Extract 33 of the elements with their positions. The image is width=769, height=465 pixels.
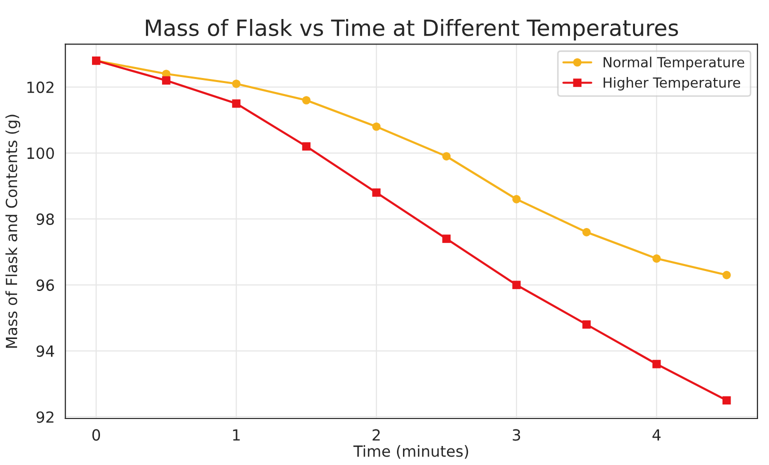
y-tick-label: 94 xyxy=(36,345,54,357)
y-tick-label: 102 xyxy=(27,82,54,94)
point xyxy=(232,80,240,88)
point xyxy=(582,320,591,329)
x-tick-label: 1 xyxy=(233,429,240,441)
point xyxy=(722,270,731,280)
point xyxy=(722,396,731,405)
x-axis-title: Time (minutes) xyxy=(353,445,468,459)
point xyxy=(652,360,661,368)
point xyxy=(512,195,521,204)
y-tick-label: 92 xyxy=(36,411,54,423)
x-tick-label: 2 xyxy=(372,429,380,441)
y-tick-label: 96 xyxy=(36,279,54,291)
x-tick-label: 4 xyxy=(652,429,661,441)
point xyxy=(652,254,661,263)
point xyxy=(162,76,170,85)
point xyxy=(372,188,381,197)
point xyxy=(442,234,451,243)
y-tick-label: 100 xyxy=(27,147,54,160)
point xyxy=(512,280,521,290)
point xyxy=(372,122,381,131)
point xyxy=(302,96,311,104)
x-tick-label: 3 xyxy=(512,429,520,441)
legend-label: Normal Temperature xyxy=(604,56,744,70)
point xyxy=(582,228,591,236)
point xyxy=(302,142,311,151)
y-axis-title: Mass of Flask and Contents (g) xyxy=(5,114,20,348)
chart-title: Mass of Flask vs Time at Different Temperatures xyxy=(146,18,678,40)
x-tick-label: 0 xyxy=(92,429,100,441)
point xyxy=(442,152,451,160)
y-tick-label: 98 xyxy=(36,213,54,225)
legend-label: Higher Temperature xyxy=(604,77,740,91)
point xyxy=(232,99,240,108)
